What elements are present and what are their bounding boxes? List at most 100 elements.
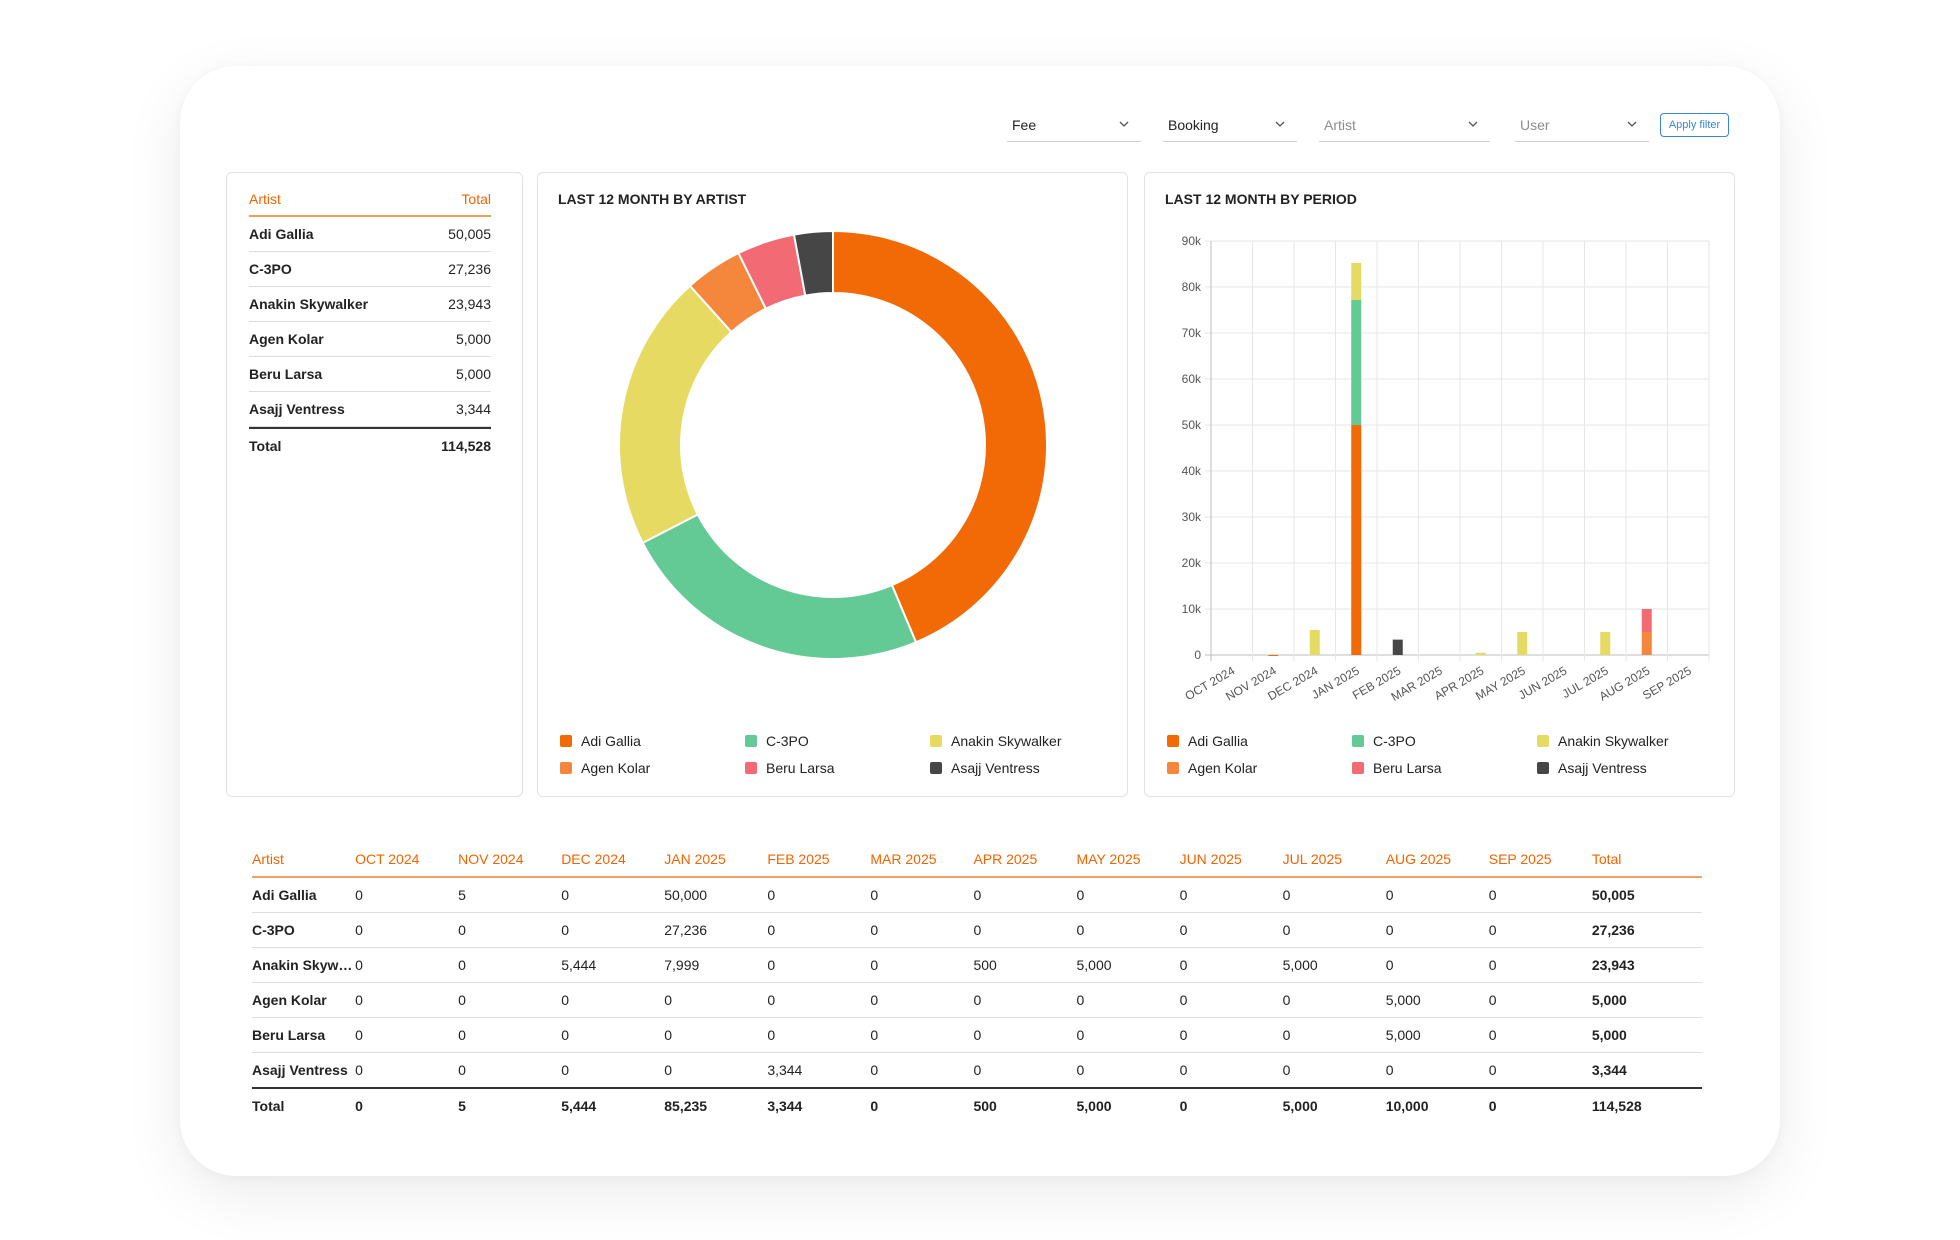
bar-segment-anakin-skywalker[interactable] [1600, 632, 1611, 655]
bar-segment-anakin-skywalker[interactable] [1309, 629, 1320, 655]
bar-segment-anakin-skywalker[interactable] [1517, 632, 1528, 655]
legend-label: Anakin Skywalker [1558, 733, 1669, 749]
table-cell: 0 [561, 1017, 665, 1053]
column-header-aug-2025[interactable]: AUG 2025 [1385, 842, 1489, 878]
legend-item-c-3po[interactable]: C-3PO [1352, 733, 1416, 749]
table-cell: 0 [767, 877, 871, 913]
table-cell-artist: Adi Gallia [252, 877, 356, 913]
table-cell: 5,000 [1385, 1017, 1489, 1053]
table-cell: 5,000 [1282, 1087, 1386, 1123]
donut-slice-asajj-ventress[interactable] [792, 229, 834, 297]
table-cell: 0 [664, 982, 768, 1018]
column-header-total[interactable]: Total [1591, 842, 1702, 878]
legend-label: Beru Larsa [766, 760, 835, 776]
column-header-may-2025[interactable]: MAY 2025 [1076, 842, 1180, 878]
legend-item-agen-kolar[interactable]: Agen Kolar [1167, 760, 1257, 776]
bar-segment-anakin-skywalker[interactable] [1475, 652, 1486, 655]
table-cell: 0 [870, 982, 974, 1018]
y-tick-label: 70k [1182, 326, 1202, 340]
table-cell: 0 [973, 912, 1077, 948]
bar-segment-agen-kolar[interactable] [1641, 632, 1652, 655]
summary-row: Agen Kolar 5,000 [249, 322, 491, 357]
column-header-jul-2025[interactable]: JUL 2025 [1282, 842, 1386, 878]
legend-swatch [1352, 735, 1364, 747]
table-cell: 0 [355, 947, 459, 983]
fee-select[interactable]: Fee [1007, 108, 1141, 142]
table-cell: 114,528 [1591, 1087, 1702, 1123]
table-cell: 0 [664, 1017, 768, 1053]
legend-item-anakin-skywalker[interactable]: Anakin Skywalker [1537, 733, 1669, 749]
table-cell: 10,000 [1385, 1087, 1489, 1123]
y-tick-label: 0 [1194, 648, 1201, 662]
bar-segment-beru-larsa[interactable] [1641, 609, 1652, 632]
table-cell: 27,236 [1591, 912, 1702, 948]
bar-chart-panel: LAST 12 MONTH BY PERIOD 0 10k 20k 30k 40k 50k… [1144, 172, 1735, 797]
table-cell: 0 [1076, 982, 1180, 1018]
legend-item-asajj-ventress[interactable]: Asajj Ventress [930, 760, 1040, 776]
column-header-jan-2025[interactable]: JAN 2025 [664, 842, 768, 878]
summary-artist-total: 5,000 [455, 331, 491, 347]
table-cell: 0 [870, 1017, 974, 1053]
donut-slice-adi-gallia[interactable] [832, 229, 1048, 644]
legend-item-beru-larsa[interactable]: Beru Larsa [745, 760, 834, 776]
bar-segment-adi-gallia[interactable] [1268, 654, 1279, 656]
table-cell: 23,943 [1591, 947, 1702, 983]
table-cell: 0 [561, 877, 665, 913]
column-header-mar-2025[interactable]: MAR 2025 [870, 842, 974, 878]
apply-filter-button[interactable]: Apply filter [1660, 113, 1729, 137]
column-header-artist[interactable]: Artist [252, 842, 356, 878]
bar-segment-adi-gallia[interactable] [1351, 425, 1362, 655]
donut-slice-c-3po[interactable] [641, 513, 918, 660]
table-cell: 5,000 [1385, 982, 1489, 1018]
legend-item-asajj-ventress[interactable]: Asajj Ventress [1537, 760, 1647, 776]
legend-label: Beru Larsa [1373, 760, 1442, 776]
booking-select[interactable]: Booking [1163, 108, 1297, 142]
table-cell: 50,005 [1591, 877, 1702, 913]
column-header-jun-2025[interactable]: JUN 2025 [1179, 842, 1283, 878]
legend-item-anakin-skywalker[interactable]: Anakin Skywalker [930, 733, 1062, 749]
table-cell-artist: Total [252, 1087, 356, 1123]
donut-slice-anakin-skywalker[interactable] [618, 284, 733, 545]
column-header-feb-2025[interactable]: FEB 2025 [767, 842, 871, 878]
table-row: Asajj Ventress 0 0 0 0 3,344 0 0 0 0 0 0 0 3,344 [252, 1052, 1702, 1089]
legend-item-adi-gallia[interactable]: Adi Gallia [1167, 733, 1248, 749]
table-cell: 0 [870, 912, 974, 948]
table-cell: 500 [973, 947, 1077, 983]
legend-item-adi-gallia[interactable]: Adi Gallia [560, 733, 641, 749]
column-header-apr-2025[interactable]: APR 2025 [973, 842, 1077, 878]
legend-item-agen-kolar[interactable]: Agen Kolar [560, 760, 650, 776]
table-cell: 0 [1179, 1052, 1283, 1089]
summary-header-row: Artist Total [249, 183, 491, 217]
summary-header-total: Total [461, 191, 491, 207]
column-header-oct-2024[interactable]: OCT 2024 [355, 842, 459, 878]
artist-select[interactable]: Artist [1319, 108, 1490, 142]
table-cell: 0 [870, 1052, 974, 1089]
y-tick-label: 80k [1182, 280, 1202, 294]
summary-artist-name: C-3PO [249, 261, 292, 277]
legend-swatch [1537, 735, 1549, 747]
table-cell: 0 [1385, 877, 1489, 913]
column-header-dec-2024[interactable]: DEC 2024 [561, 842, 665, 878]
chevron-down-icon [1468, 121, 1478, 127]
summary-total-label: Total [249, 438, 282, 454]
table-total-row: Total 0 5 5,444 85,235 3,344 0 500 5,000 0 5,000 10… [252, 1087, 1702, 1123]
summary-artist-total: 5,000 [455, 366, 491, 382]
bar-segment-anakin-skywalker[interactable] [1351, 262, 1362, 300]
bar-segment-asajj-ventress[interactable] [1392, 639, 1403, 655]
bar-segment-c-3po[interactable] [1351, 299, 1362, 425]
legend-item-c-3po[interactable]: C-3PO [745, 733, 809, 749]
column-header-sep-2025[interactable]: SEP 2025 [1488, 842, 1592, 878]
table-cell-artist: C-3PO [252, 912, 356, 948]
table-cell: 0 [1385, 1052, 1489, 1089]
table-cell: 0 [767, 912, 871, 948]
y-tick-label: 30k [1182, 510, 1202, 524]
user-select[interactable]: User [1515, 108, 1649, 142]
table-cell: 0 [1179, 1017, 1283, 1053]
column-header-nov-2024[interactable]: NOV 2024 [458, 842, 562, 878]
table-cell: 0 [1282, 1017, 1386, 1053]
table-cell: 0 [973, 982, 1077, 1018]
legend-item-beru-larsa[interactable]: Beru Larsa [1352, 760, 1441, 776]
table-cell: 5 [458, 1087, 562, 1123]
table-cell: 0 [458, 947, 562, 983]
table-cell-artist: Beru Larsa [252, 1017, 356, 1053]
